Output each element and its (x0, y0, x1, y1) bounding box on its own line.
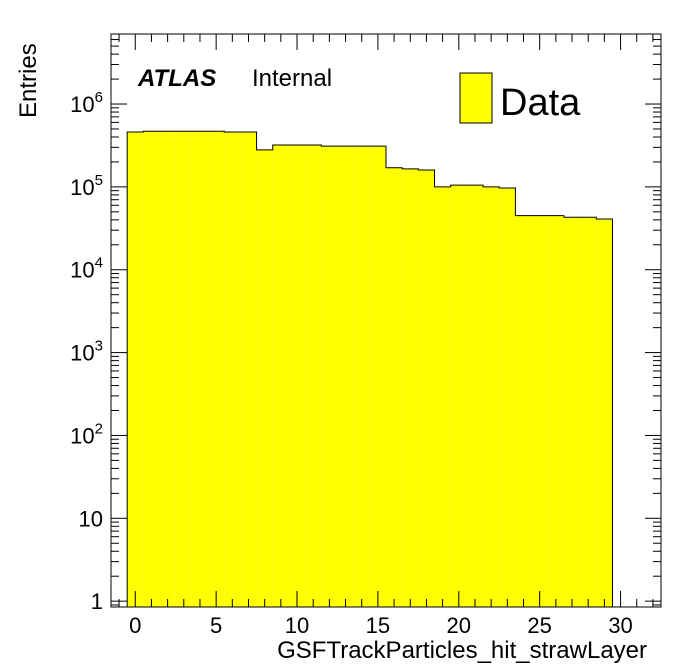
x-tick-label: 0 (129, 613, 141, 638)
x-tick-label: 15 (366, 613, 390, 638)
histogram-bin (288, 145, 306, 607)
histogram-bin (547, 215, 564, 607)
histogram-outline (126, 130, 613, 607)
histogram-bin (450, 185, 467, 607)
x-tick-label: 20 (447, 613, 471, 638)
legend-swatch (459, 72, 493, 124)
x-axis-ticks (118, 34, 654, 607)
histogram-bin (402, 168, 419, 607)
legend-entry-data: Data (500, 82, 581, 124)
x-tick-label: 5 (210, 613, 222, 638)
y-axis-tick-labels: 1 10 102 103 104 105 106 (70, 89, 103, 614)
histogram-bin (499, 187, 516, 608)
y-axis-label: Entries (15, 43, 42, 118)
histogram-bin (563, 217, 581, 607)
x-axis-label: GSFTrackParticles_hit_strawLayer (277, 637, 647, 664)
histogram-bars (126, 130, 613, 608)
y-tick-label: 105 (70, 172, 103, 200)
experiment-label: ATLAS (137, 65, 216, 92)
histogram-bin (337, 146, 354, 607)
y-tick-label: 1 (91, 589, 103, 614)
histogram-bin (240, 131, 257, 607)
histogram-bin (224, 131, 241, 607)
status-label: Internal (252, 65, 332, 92)
histogram-bin (127, 131, 144, 607)
x-tick-label: 10 (285, 613, 309, 638)
y-tick-label: 104 (70, 255, 103, 283)
x-axis-tick-labels: 0 5 10 15 20 25 30 (129, 613, 633, 638)
histogram-bin (272, 145, 289, 607)
histogram-bin (434, 186, 451, 607)
histogram-bin (159, 131, 176, 608)
x-tick-label: 30 (608, 613, 632, 638)
histogram-bin (515, 215, 532, 607)
histogram-bin (191, 131, 209, 608)
histogram-bin (143, 131, 160, 608)
histogram-bin (483, 186, 500, 607)
histogram-bin (256, 149, 273, 607)
histogram-bin (353, 146, 370, 607)
y-axis-ticks (111, 33, 661, 606)
plot-frame (110, 33, 662, 608)
histogram-bin (386, 167, 403, 607)
legend: Data (459, 72, 581, 124)
histogram-bin (321, 146, 338, 607)
y-tick-label: 106 (70, 89, 103, 117)
histogram-bin (531, 215, 548, 607)
histogram-bin (305, 145, 322, 607)
x-tick-label: 25 (527, 613, 551, 638)
histogram-bin (208, 131, 225, 608)
y-tick-label: 102 (70, 420, 103, 448)
y-tick-label: 103 (70, 338, 103, 366)
y-tick-label: 10 (79, 506, 103, 531)
histogram-bin (596, 218, 613, 607)
histogram-bin (175, 131, 192, 608)
histogram-bin (466, 185, 484, 607)
histogram-bin (369, 146, 386, 607)
histogram-bin (418, 169, 435, 608)
histogram-bin (580, 217, 597, 607)
